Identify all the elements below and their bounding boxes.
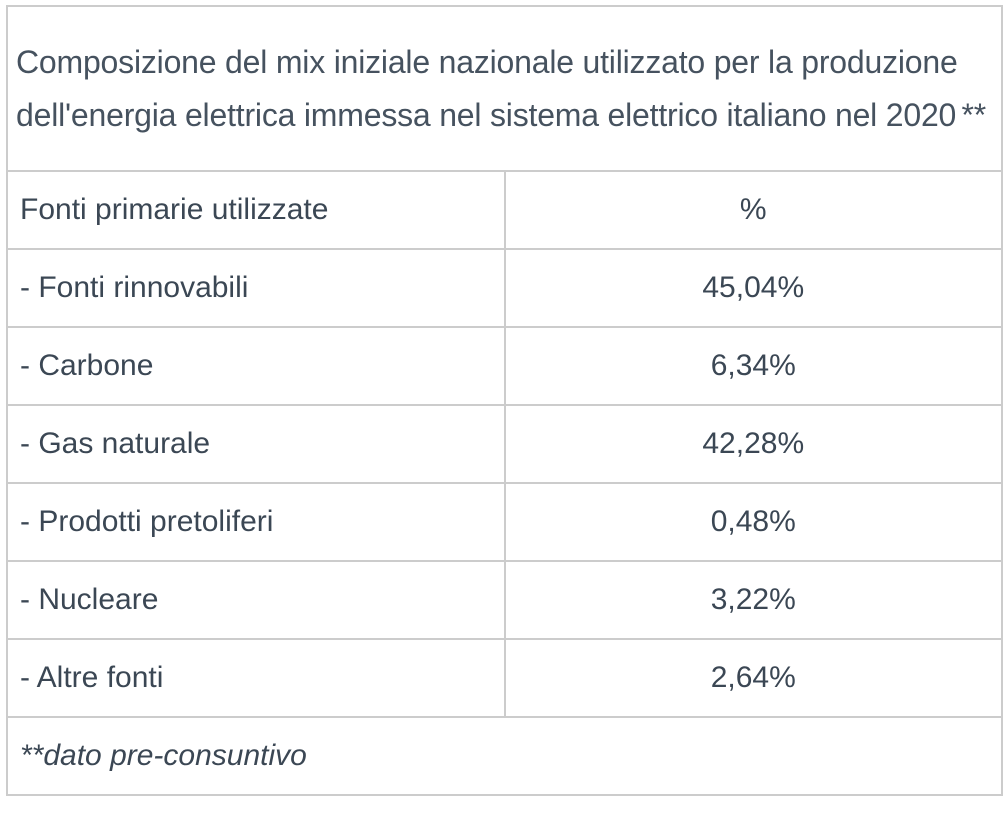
row-label: - Prodotti pretoliferi (6, 482, 506, 562)
table-row: - Nucleare 3,22% (6, 560, 1003, 640)
table-footnote: **dato pre-consuntivo (6, 716, 1003, 796)
row-value: 3,22% (503, 560, 1003, 640)
row-value: 42,28% (503, 404, 1003, 484)
table-title: Composizione del mix iniziale nazionale … (6, 5, 1003, 172)
row-label: - Altre fonti (6, 638, 506, 718)
row-label: - Fonti rinnovabili (6, 248, 506, 328)
header-value-label: % (503, 170, 1003, 250)
table-row: - Fonti rinnovabili 45,04% (6, 248, 1003, 328)
row-label: - Nucleare (6, 560, 506, 640)
row-label: - Gas naturale (6, 404, 506, 484)
header-source-label: Fonti primarie utilizzate (6, 170, 506, 250)
row-value: 2,64% (503, 638, 1003, 718)
table-header-row: Fonti primarie utilizzate % (6, 170, 1003, 250)
row-label: - Carbone (6, 326, 506, 406)
row-value: 6,34% (503, 326, 1003, 406)
energy-mix-table: Composizione del mix iniziale nazionale … (6, 5, 1003, 796)
table-row: - Gas naturale 42,28% (6, 404, 1003, 484)
table-title-row: Composizione del mix iniziale nazionale … (6, 5, 1003, 172)
table-row: - Altre fonti 2,64% (6, 638, 1003, 718)
table-row: - Prodotti pretoliferi 0,48% (6, 482, 1003, 562)
table-footnote-row: **dato pre-consuntivo (6, 716, 1003, 796)
row-value: 0,48% (503, 482, 1003, 562)
table-title-text: Composizione del mix iniziale nazionale … (16, 43, 958, 133)
title-footnote-marker: ** (960, 96, 985, 133)
row-value: 45,04% (503, 248, 1003, 328)
table-row: - Carbone 6,34% (6, 326, 1003, 406)
